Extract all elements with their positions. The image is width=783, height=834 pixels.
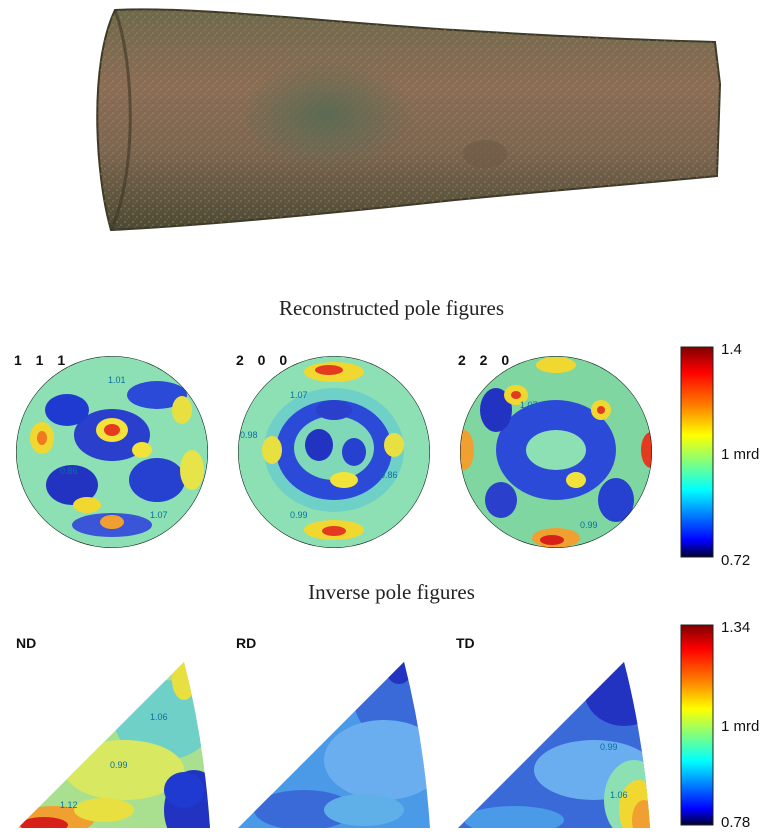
axe-photo (96, 8, 722, 232)
pf200-contour-label-2: 0.99 (290, 510, 308, 520)
inverse-pole-figure-td (458, 662, 650, 828)
inverse-colorbar-max: 1.34 (721, 619, 751, 636)
pole-colorbar (680, 346, 714, 558)
inverse-pole-figure-td-label: TD (456, 635, 475, 651)
pole-figure-220 (460, 356, 652, 548)
pf111-contour-label-0: 1.01 (108, 375, 126, 385)
inverse-pole-figure-rd-label: RD (236, 635, 257, 651)
inverse-colorbar-min: 0.78 (721, 814, 751, 831)
pole-figures-title: Reconstructed pole figures (278, 296, 505, 320)
inverse-pole-figure-rd (238, 662, 430, 828)
ipf-nd-contour-label-2: 1.12 (60, 800, 78, 810)
pole-figure-220-label: 2 2 0 (458, 352, 515, 368)
pf111-contour-label-1: 0.86 (60, 466, 78, 476)
ipf-td-contour-label-1: 1.06 (610, 790, 628, 800)
pf111-contour-label-2: 1.07 (150, 510, 168, 520)
pole-colorbar-mid: 1 mrd (721, 446, 760, 463)
inverse-pole-figures-title: Inverse pole figures (308, 580, 475, 604)
pf200-contour-label-1: 0.98 (240, 430, 258, 440)
pole-figure-200 (238, 356, 430, 548)
pole-figure-111 (16, 356, 208, 548)
pole-figure-200-label: 2 0 0 (236, 352, 293, 368)
inverse-pole-figure-nd-label: ND (16, 635, 37, 651)
pf200-contour-label-0: 1.07 (290, 390, 308, 400)
ipf-td-contour-label-0: 0.99 (600, 742, 618, 752)
inverse-pole-figure-nd (18, 662, 210, 828)
inverse-colorbar-mid: 1 mrd (721, 718, 760, 735)
ipf-nd-contour-label-0: 1.06 (150, 712, 168, 722)
pf220-contour-label-1: 0.99 (580, 520, 598, 530)
pf200-contour-label-3: 0.86 (380, 470, 398, 480)
ipf-nd-contour-label-1: 0.99 (110, 760, 128, 770)
inverse-colorbar (680, 624, 714, 826)
pole-colorbar-max: 1.4 (721, 341, 742, 358)
pf220-contour-label-0: 1.07 (520, 400, 538, 410)
pole-colorbar-min: 0.72 (721, 552, 751, 569)
pole-figure-111-label: 1 1 1 (14, 352, 71, 368)
